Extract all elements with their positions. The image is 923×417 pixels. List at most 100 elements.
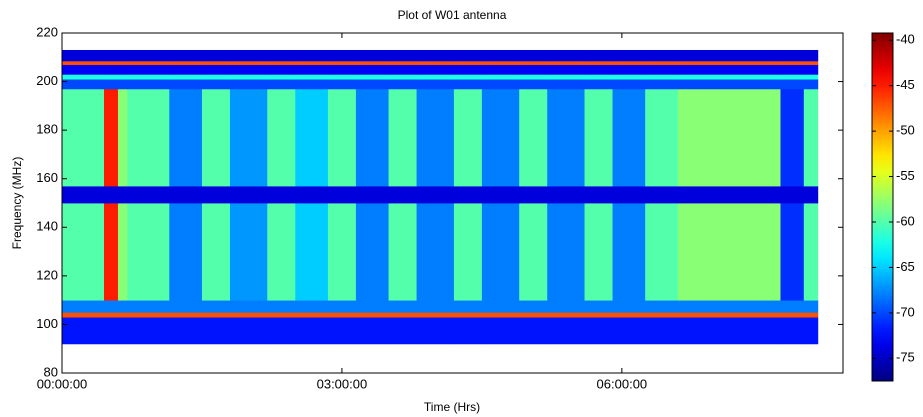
heatmap-cell [62, 186, 105, 204]
heatmap-cell [416, 203, 455, 301]
heatmap-cell [780, 60, 805, 65]
heatmap-cell [584, 312, 613, 318]
heatmap-cell [645, 79, 679, 90]
heatmap-cell [547, 79, 585, 90]
heatmap-cell [62, 312, 105, 318]
heatmap-cell [803, 64, 819, 75]
heatmap-cell [584, 186, 613, 204]
heatmap-cell [117, 64, 128, 75]
heatmap-cell [677, 74, 781, 80]
heatmap-cell [267, 203, 296, 301]
heatmap-cell [169, 312, 203, 318]
heatmap-cell [780, 312, 805, 318]
heatmap-cell [267, 64, 296, 75]
heatmap-cell [201, 317, 231, 345]
heatmap-cell [62, 300, 105, 313]
heatmap-cell [267, 186, 296, 204]
heatmap-cell [127, 79, 170, 90]
heatmap-cell [584, 300, 613, 313]
heatmap-cell [453, 312, 483, 318]
heatmap-cell [103, 317, 119, 345]
heatmap-cell [295, 312, 329, 318]
heatmap-cell [117, 186, 128, 204]
heatmap-cell [481, 50, 520, 62]
heatmap-cell [169, 203, 203, 301]
y-tick-label: 100 [36, 316, 58, 331]
heatmap-cell [519, 79, 548, 90]
heatmap-cell [547, 64, 585, 75]
heatmap-cell [803, 203, 819, 301]
heatmap-cell [388, 317, 417, 345]
heatmap-cell [481, 60, 520, 65]
heatmap-cell [584, 88, 613, 187]
heatmap-cell [677, 186, 781, 204]
heatmap-cell [169, 317, 203, 345]
heatmap-cell [780, 88, 805, 187]
heatmap-cell [547, 312, 585, 318]
heatmap-cell [127, 312, 170, 318]
heatmap-cell [519, 50, 548, 62]
heatmap-cell [612, 64, 646, 75]
heatmap-cell [201, 50, 231, 62]
colorbar-tick-label: -50 [896, 123, 915, 138]
heatmap-cell [612, 60, 646, 65]
y-tick-label: 120 [36, 267, 58, 282]
heatmap-cell [481, 74, 520, 80]
heatmap-cell [388, 79, 417, 90]
y-tick-label: 200 [36, 73, 58, 88]
heatmap-cell [127, 64, 170, 75]
heatmap-cell [780, 203, 805, 301]
heatmap-cell [803, 50, 819, 62]
heatmap-cell [416, 60, 455, 65]
heatmap-cell [645, 312, 679, 318]
y-tick-label: 220 [36, 24, 58, 39]
heatmap-cell [201, 64, 231, 75]
heatmap-cell [103, 88, 119, 187]
heatmap-cell [677, 64, 781, 75]
heatmap-cell [267, 317, 296, 345]
heatmap-cell [519, 312, 548, 318]
heatmap-cell [355, 203, 389, 301]
heatmap-cell [645, 186, 679, 204]
colorbar-tick-label: -55 [896, 168, 915, 183]
heatmap-cell [612, 79, 646, 90]
y-tick-label: 80 [44, 364, 58, 379]
heatmap-cell [355, 312, 389, 318]
heatmap-cell [803, 88, 819, 187]
colorbar [871, 32, 894, 382]
heatmap-cell [803, 186, 819, 204]
heatmap-cell [229, 60, 268, 65]
heatmap-cell [201, 300, 231, 313]
heatmap-cell [584, 74, 613, 80]
heatmap-cell [267, 74, 296, 80]
heatmap-cell [612, 300, 646, 313]
heatmap-cell [62, 317, 105, 345]
heatmap-cell [229, 203, 268, 301]
heatmap-cell [201, 88, 231, 187]
heatmap-cell [103, 312, 119, 318]
heatmap-cell [584, 64, 613, 75]
heatmap-cell [584, 79, 613, 90]
heatmap-cell [481, 317, 520, 345]
heatmap-cell [229, 317, 268, 345]
heatmap-cell [62, 50, 105, 62]
heatmap-cell [416, 312, 455, 318]
heatmap-cell [645, 88, 679, 187]
heatmap-cell [201, 74, 231, 80]
heatmap-cell [355, 300, 389, 313]
heatmap-cell [547, 317, 585, 345]
heatmap-cell [780, 74, 805, 80]
heatmap-cell [780, 300, 805, 313]
heatmap-cell [547, 203, 585, 301]
heatmap-cell [803, 312, 819, 318]
heatmap-cell [103, 203, 119, 301]
heatmap-cell [229, 64, 268, 75]
heatmap-cell [327, 312, 357, 318]
heatmap-cell [677, 312, 781, 318]
heatmap-cell [62, 64, 105, 75]
y-axis-label: Frequency (MHz) [10, 157, 24, 250]
heatmap-cell [295, 88, 329, 187]
heatmap-cell [584, 317, 613, 345]
x-tick-label: 06:00:00 [597, 376, 648, 391]
heatmap-cell [453, 50, 483, 62]
